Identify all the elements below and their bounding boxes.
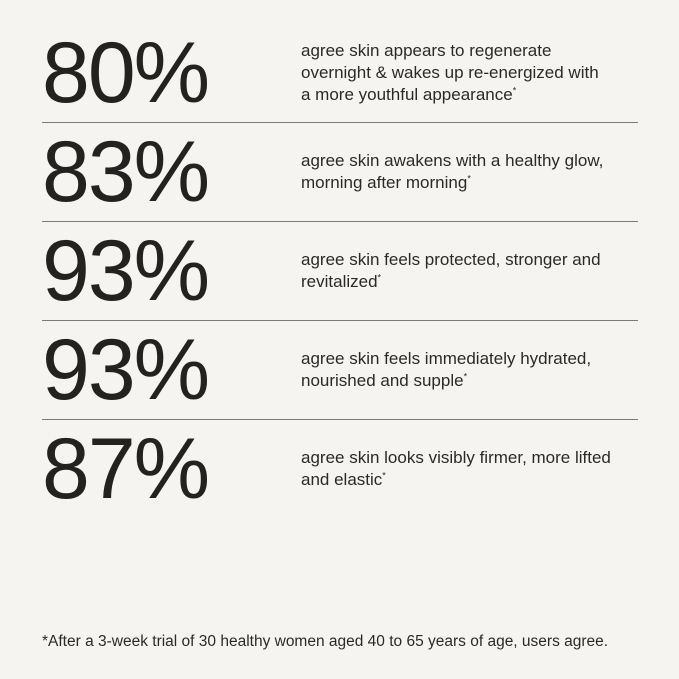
stat-description-text: agree skin feels protected, stronger and… (301, 250, 601, 291)
footnote-marker: * (463, 371, 468, 382)
stat-row: 93% agree skin feels immediately hydrate… (42, 320, 638, 419)
stat-value: 87% (42, 421, 210, 517)
stat-description-text: agree skin looks visibly firmer, more li… (301, 448, 611, 489)
stat-row: 80% agree skin appears to regenerate ove… (42, 24, 638, 122)
stat-row: 93% agree skin feels protected, stronger… (42, 221, 638, 320)
stat-description: agree skin feels protected, stronger and… (301, 249, 638, 293)
stat-description: agree skin appears to regenerate overnig… (301, 40, 638, 106)
footnote: *After a 3-week trial of 30 healthy wome… (42, 633, 609, 650)
stat-value: 93% (42, 223, 210, 319)
stat-value: 83% (42, 124, 210, 220)
stat-description-text: agree skin feels immediately hydrated, n… (301, 349, 592, 390)
stat-value: 80% (42, 25, 210, 121)
stat-value: 93% (42, 322, 210, 418)
footnote-marker: * (512, 85, 517, 96)
stat-row: 87% agree skin looks visibly firmer, mor… (42, 419, 638, 518)
stat-description: agree skin feels immediately hydrated, n… (301, 348, 638, 392)
stat-description-text: agree skin appears to regenerate overnig… (301, 41, 599, 104)
footnote-marker: * (377, 272, 382, 283)
stat-description-text: agree skin awakens with a healthy glow, … (301, 151, 604, 192)
stat-row: 83% agree skin awakens with a healthy gl… (42, 122, 638, 221)
footnote-marker: * (382, 470, 386, 481)
stat-description: agree skin looks visibly firmer, more li… (301, 447, 638, 491)
stat-description: agree skin awakens with a healthy glow, … (301, 150, 638, 194)
footnote-marker: * (467, 173, 471, 184)
stats-panel: 80% agree skin appears to regenerate ove… (42, 24, 638, 518)
